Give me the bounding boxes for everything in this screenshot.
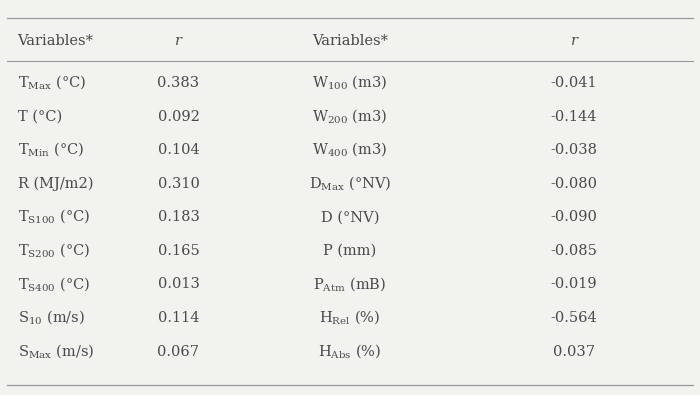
Text: -0.564: -0.564 (551, 311, 597, 325)
Text: T (°C): T (°C) (18, 109, 62, 124)
Text: -0.019: -0.019 (551, 277, 597, 292)
Text: T$_{\mathregular{Max}}$ (°C): T$_{\mathregular{Max}}$ (°C) (18, 74, 85, 92)
Text: T$_{\mathregular{S400}}$ (°C): T$_{\mathregular{S400}}$ (°C) (18, 275, 90, 293)
Text: -0.038: -0.038 (550, 143, 598, 157)
Text: T$_{\mathregular{S100}}$ (°C): T$_{\mathregular{S100}}$ (°C) (18, 208, 90, 226)
Text: r: r (570, 34, 578, 49)
Text: -0.080: -0.080 (550, 177, 598, 191)
Text: 0.067: 0.067 (158, 344, 199, 359)
Text: -0.144: -0.144 (551, 109, 597, 124)
Text: -0.090: -0.090 (551, 210, 597, 224)
Text: S$_{\mathregular{10}}$ (m/s): S$_{\mathregular{10}}$ (m/s) (18, 309, 85, 327)
Text: Variables*: Variables* (18, 34, 94, 49)
Text: 0.165: 0.165 (158, 244, 199, 258)
Text: r: r (175, 34, 182, 49)
Text: T$_{\mathregular{S200}}$ (°C): T$_{\mathregular{S200}}$ (°C) (18, 242, 90, 260)
Text: 0.104: 0.104 (158, 143, 199, 157)
Text: W$_{\mathregular{400}}$ (m3): W$_{\mathregular{400}}$ (m3) (312, 141, 388, 159)
Text: -0.085: -0.085 (551, 244, 597, 258)
Text: D$_{\mathregular{Max}}$ (°NV): D$_{\mathregular{Max}}$ (°NV) (309, 175, 391, 193)
Text: 0.013: 0.013 (158, 277, 199, 292)
Text: W$_{\mathregular{100}}$ (m3): W$_{\mathregular{100}}$ (m3) (312, 74, 388, 92)
Text: H$_{\mathregular{Rel}}$ (%): H$_{\mathregular{Rel}}$ (%) (319, 309, 381, 327)
Text: 0.383: 0.383 (158, 76, 199, 90)
Text: 0.310: 0.310 (158, 177, 199, 191)
Text: S$_{\mathregular{Max}}$ (m/s): S$_{\mathregular{Max}}$ (m/s) (18, 342, 94, 361)
Text: D (°NV): D (°NV) (321, 210, 379, 224)
Text: -0.041: -0.041 (551, 76, 597, 90)
Text: 0.114: 0.114 (158, 311, 199, 325)
Text: P (mm): P (mm) (323, 244, 377, 258)
Text: R (MJ/m2): R (MJ/m2) (18, 177, 93, 191)
Text: Variables*: Variables* (312, 34, 388, 49)
Text: 0.092: 0.092 (158, 109, 199, 124)
Text: 0.037: 0.037 (553, 344, 595, 359)
Text: T$_{\mathregular{Min}}$ (°C): T$_{\mathregular{Min}}$ (°C) (18, 141, 84, 159)
Text: H$_{\mathregular{Abs}}$ (%): H$_{\mathregular{Abs}}$ (%) (318, 342, 382, 361)
Text: 0.183: 0.183 (158, 210, 199, 224)
Text: P$_{\mathregular{Atm}}$ (mB): P$_{\mathregular{Atm}}$ (mB) (314, 275, 386, 293)
Text: W$_{\mathregular{200}}$ (m3): W$_{\mathregular{200}}$ (m3) (312, 107, 388, 126)
